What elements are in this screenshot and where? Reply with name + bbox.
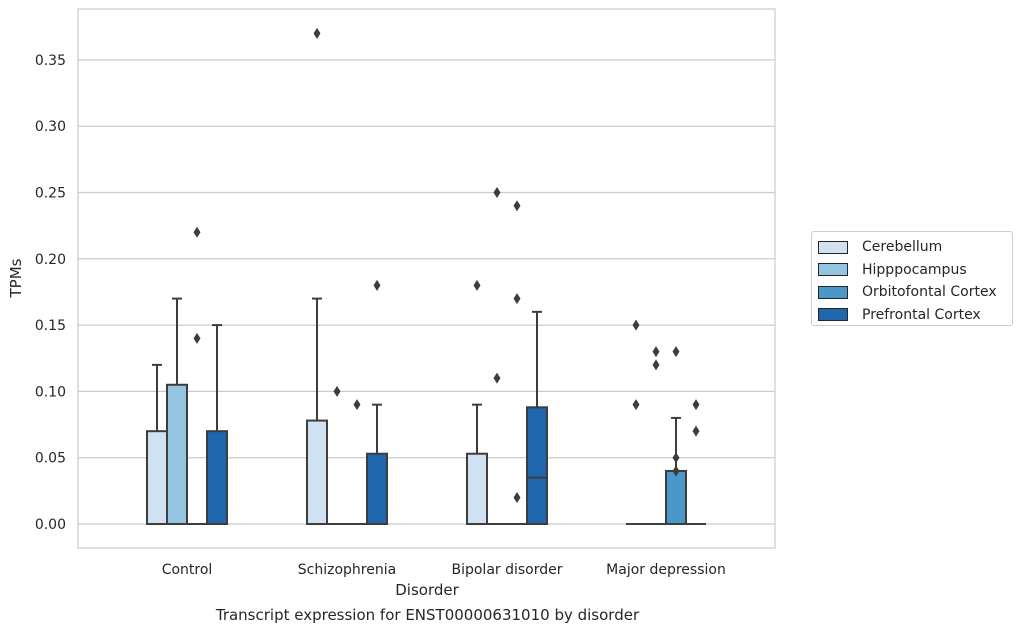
box-group — [187, 226, 207, 525]
outlier-marker — [513, 491, 521, 503]
box-group — [306, 27, 328, 525]
box-group — [665, 346, 687, 525]
legend-item: Orbitofontal Cortex — [818, 281, 1006, 304]
box-group — [526, 310, 548, 526]
outlier-marker — [193, 332, 201, 344]
box — [146, 430, 168, 525]
outlier-marker — [692, 425, 700, 437]
box — [466, 452, 488, 525]
outlier-marker — [652, 346, 660, 358]
box-group — [327, 385, 347, 525]
box-group — [487, 187, 507, 525]
box-groups — [146, 27, 706, 526]
legend-swatch — [818, 240, 848, 254]
legend-item: Prefrontal Cortex — [818, 304, 1006, 327]
legend-label: Prefrontal Cortex — [862, 306, 981, 323]
y-axis-label: TPMs — [7, 258, 25, 298]
box-group — [507, 200, 527, 525]
legend-label: Cerebellum — [862, 239, 943, 256]
legend-swatch — [818, 285, 848, 299]
x-tick-label: Control — [162, 562, 213, 578]
y-tick-label: 0.20 — [35, 252, 66, 268]
y-tick-label: 0.15 — [35, 318, 66, 334]
box-group — [686, 399, 706, 525]
box — [306, 419, 328, 525]
outlier-marker — [373, 279, 381, 291]
y-tick-label: 0.05 — [35, 451, 66, 467]
outlier-marker — [353, 399, 361, 411]
x-axis-label: Disorder — [395, 581, 459, 599]
box-group — [626, 319, 646, 525]
outlier-marker — [672, 465, 680, 477]
outlier-marker — [632, 319, 640, 331]
y-axis-ticks: 0.00 0.05 0.10 0.15 0.20 0.25 0.30 0.35 — [35, 53, 66, 533]
box — [526, 406, 548, 526]
outlier-marker — [652, 359, 660, 371]
box-group — [366, 279, 388, 525]
box — [206, 430, 228, 525]
box-group — [466, 279, 488, 525]
y-tick-label: 0.00 — [35, 517, 66, 533]
outlier-marker — [493, 372, 501, 384]
box-group — [166, 297, 188, 525]
box-group — [146, 363, 168, 525]
box-group — [646, 346, 666, 525]
outlier-marker — [513, 200, 521, 212]
legend-item: Cerebellum — [818, 236, 1006, 259]
legend-swatch — [818, 308, 848, 322]
legend-item: Hipppocampus — [818, 259, 1006, 282]
legend-swatch — [818, 263, 848, 277]
chart-title: Transcript expression for ENST0000063101… — [215, 606, 640, 624]
y-tick-label: 0.25 — [35, 186, 66, 202]
plot-frame — [77, 8, 776, 549]
outlier-marker — [193, 226, 201, 238]
legend-label: Orbitofontal Cortex — [862, 284, 997, 301]
outlier-marker — [493, 187, 501, 198]
box-group — [206, 324, 228, 525]
gridlines — [78, 59, 775, 525]
box-group — [347, 399, 367, 525]
x-tick-label: Schizophrenia — [298, 562, 396, 578]
outlier-marker — [672, 346, 680, 358]
outlier-marker — [513, 293, 521, 305]
y-tick-label: 0.35 — [35, 53, 66, 69]
y-tick-label: 0.10 — [35, 384, 66, 400]
x-tick-label: Major depression — [606, 562, 726, 578]
x-tick-label: Bipolar disorder — [451, 562, 562, 578]
legend: Cerebellum Hipppocampus Orbitofontal Cor… — [811, 231, 1013, 326]
outlier-marker — [692, 399, 700, 411]
y-tick-label: 0.30 — [35, 119, 66, 135]
outlier-marker — [333, 385, 341, 397]
x-axis-ticks: Control Schizophrenia Bipolar disorder Majo… — [162, 562, 726, 578]
box — [166, 383, 188, 525]
outlier-marker — [672, 452, 680, 464]
box — [665, 469, 687, 525]
legend-label: Hipppocampus — [862, 261, 967, 278]
outlier-marker — [632, 399, 640, 411]
outlier-marker — [473, 279, 481, 291]
box — [366, 452, 388, 525]
outlier-marker — [313, 27, 321, 39]
